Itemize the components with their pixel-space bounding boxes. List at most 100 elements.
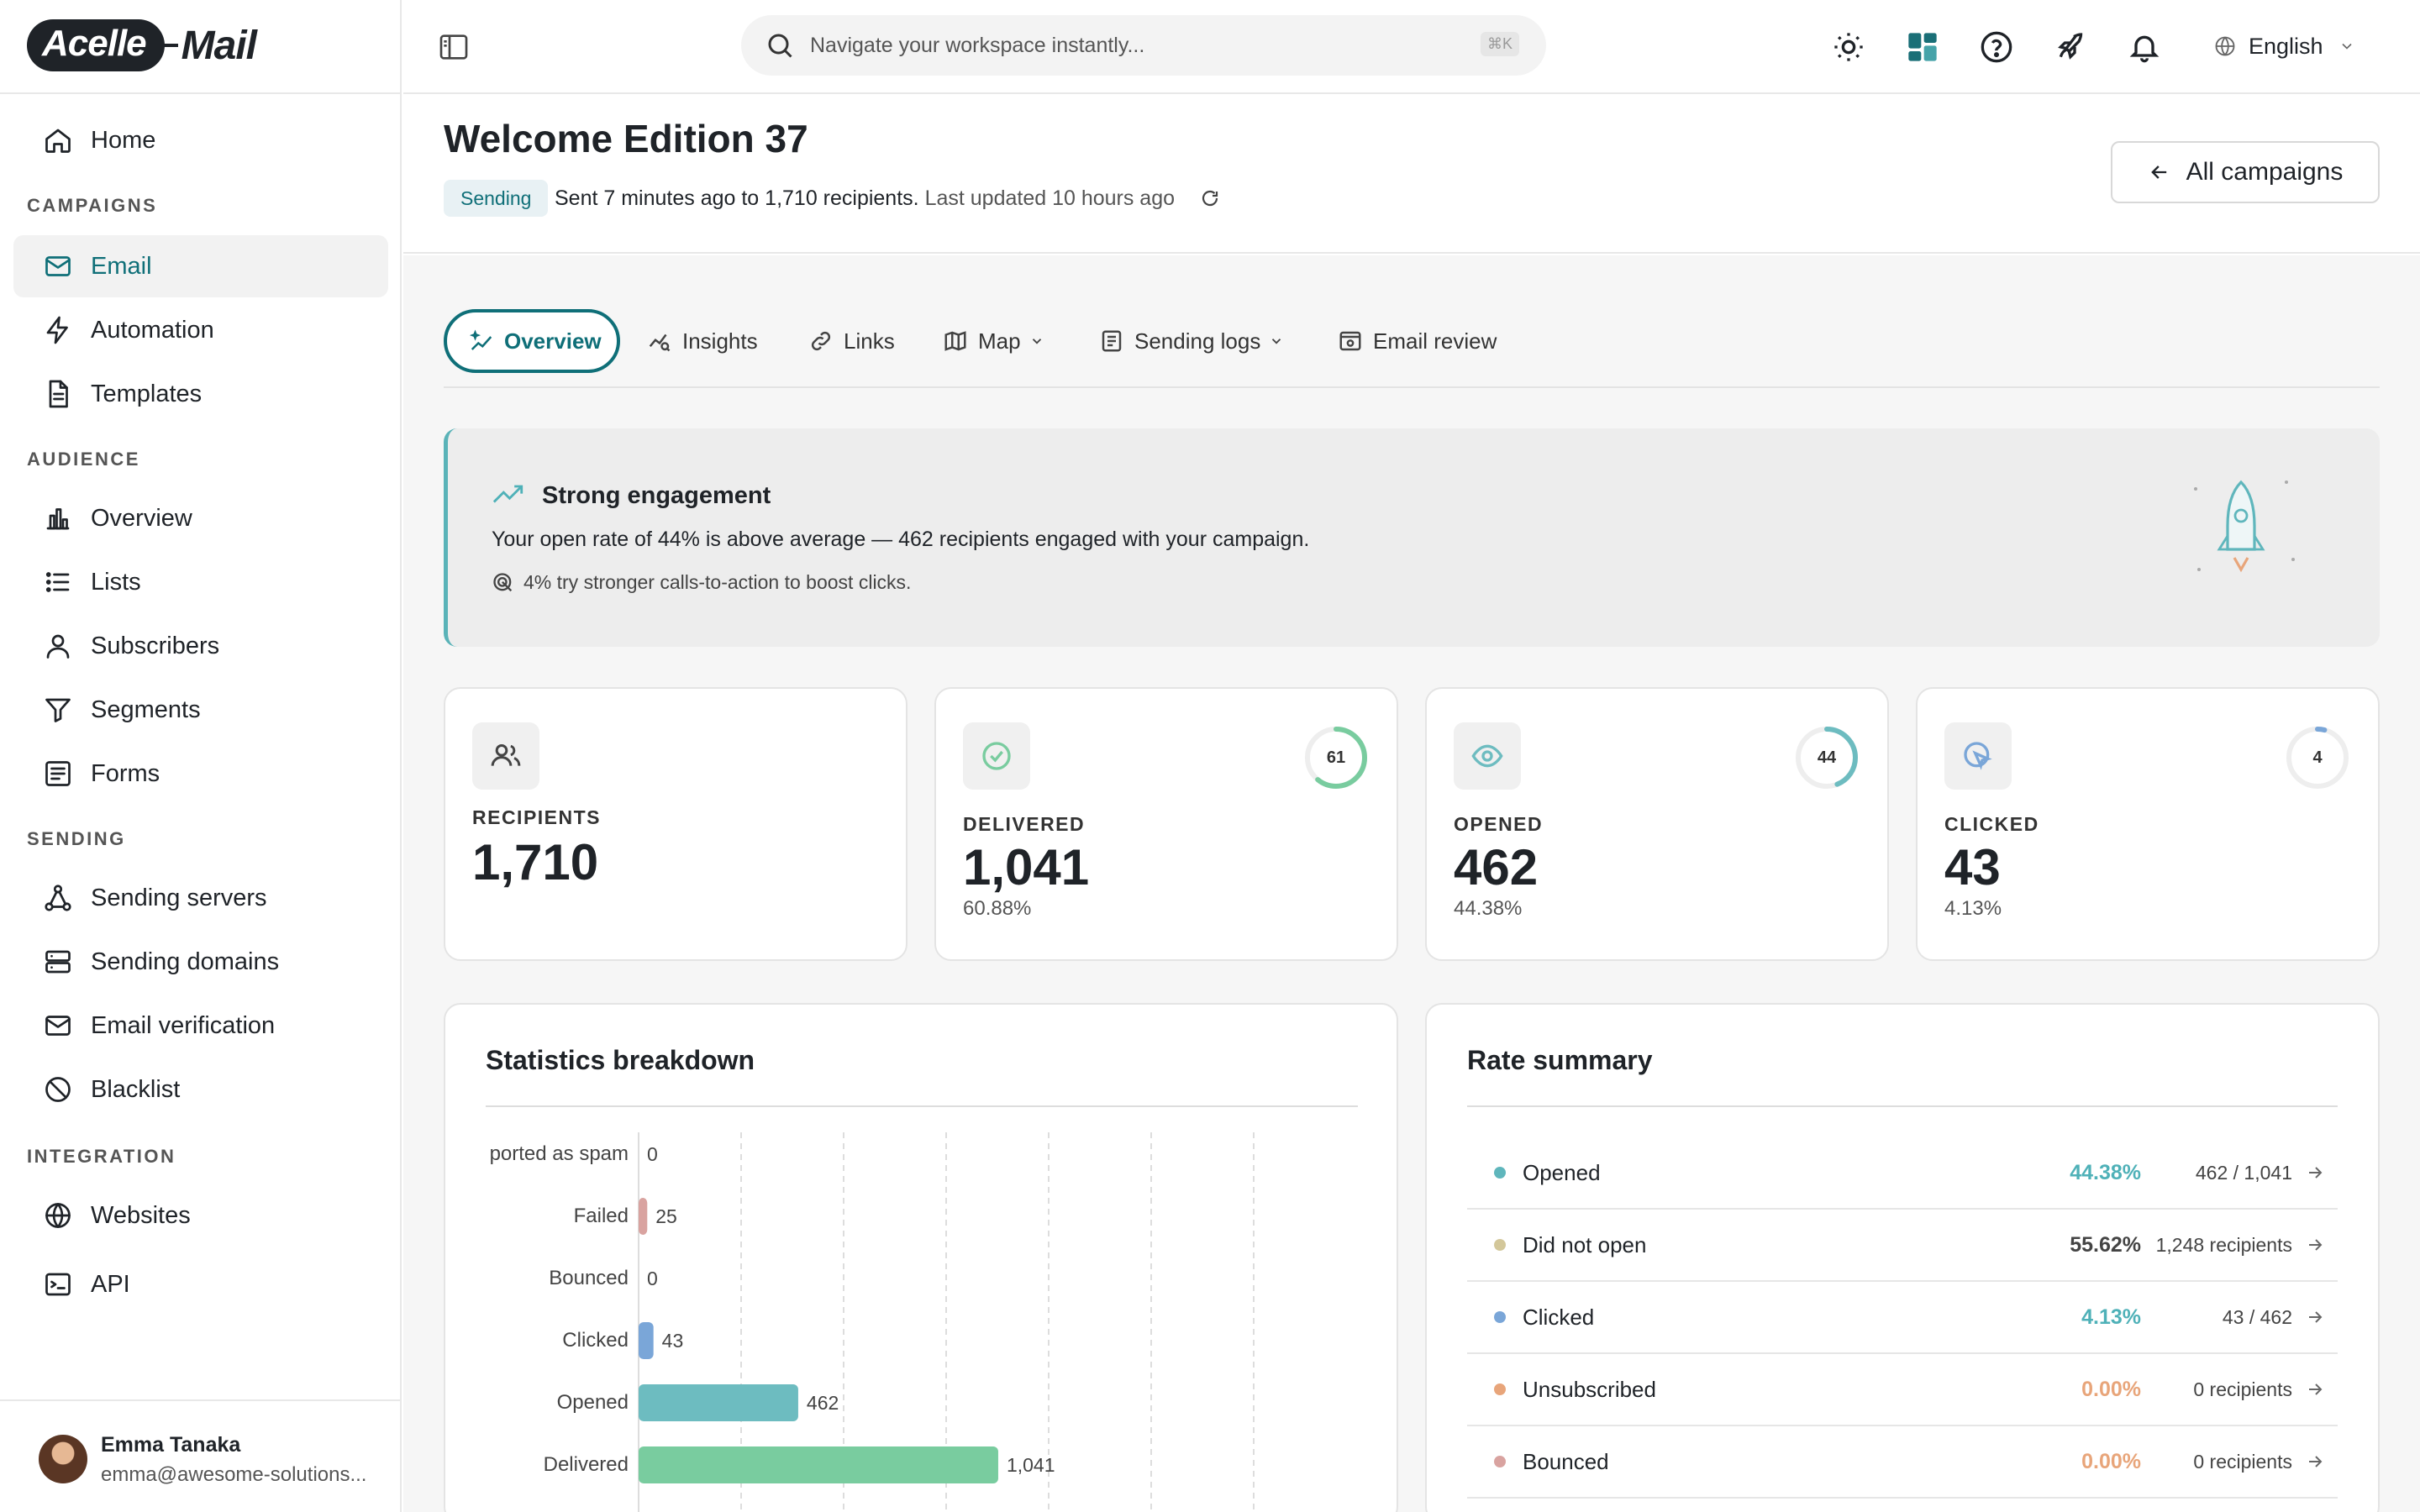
bar-opened[interactable] (639, 1384, 798, 1421)
arrow-right-icon[interactable] (2292, 1235, 2338, 1255)
stat-card-opened: 44 OPENED 462 44.38% (1425, 687, 1889, 961)
sidebar-item-api[interactable]: API (13, 1253, 388, 1315)
notifications-bell-icon[interactable] (2126, 29, 2163, 66)
arrow-right-icon[interactable] (2292, 1307, 2338, 1327)
campaign-sent-info: Sent 7 minutes ago to 1,710 recipients. … (555, 186, 1175, 211)
user-email: emma@awesome-solutions... (101, 1463, 367, 1486)
search-input[interactable] (810, 29, 1449, 62)
tab-overview-label: Overview (504, 328, 602, 354)
rate-row-opened[interactable]: Opened 44.38% 462 / 1,041 (1467, 1137, 2338, 1210)
app-switcher-icon[interactable] (1904, 29, 1941, 66)
logo-dash (159, 44, 178, 47)
stat-label: RECIPIENTS (472, 806, 602, 828)
engagement-title: Strong engagement (542, 482, 771, 509)
stat-value: 1,710 (472, 834, 599, 890)
rocket-icon[interactable] (2052, 29, 2089, 66)
tab-insights[interactable]: Insights (647, 309, 758, 373)
cursor-click-icon (1944, 722, 2012, 790)
cursor-click-icon (492, 571, 515, 595)
sidebar-item-home[interactable]: Home (13, 109, 388, 171)
user-profile[interactable]: Emma Tanaka emma@awesome-solutions... (0, 1399, 402, 1512)
sidebar-item-subscribers[interactable]: Subscribers (13, 615, 388, 677)
bar-clicked[interactable] (639, 1322, 654, 1359)
rate-label: Unsubscribed (1523, 1376, 1656, 1402)
mail-check-icon (42, 1010, 74, 1042)
rate-row-did-not-open[interactable]: Did not open 55.62% 1,248 recipients (1467, 1210, 2338, 1282)
rate-fraction: 1,248 recipients (2155, 1233, 2292, 1256)
arrow-right-icon[interactable] (2292, 1163, 2338, 1183)
sidebar-toggle-icon[interactable] (437, 30, 471, 64)
panel-divider (486, 1105, 1358, 1107)
sidebar-item-email[interactable]: Email (13, 235, 388, 297)
engagement-banner: Strong engagement Your open rate of 44% … (444, 428, 2380, 647)
stat-percentage: 60.88% (963, 897, 1032, 920)
sidebar-item-label: Sending domains (91, 948, 280, 975)
rate-row-clicked[interactable]: Clicked 4.13% 43 / 462 (1467, 1282, 2338, 1354)
sidebar-item-overview[interactable]: Overview (13, 487, 388, 549)
sidebar-item-segments[interactable]: Segments (13, 679, 388, 741)
sidebar-item-templates[interactable]: Templates (13, 363, 388, 425)
rate-fraction: 0 recipients (2193, 1378, 2292, 1400)
page-header (403, 94, 2420, 254)
sidebar-item-label: Segments (91, 696, 201, 723)
logo-badge: Acelle (27, 19, 165, 71)
language-label: English (2249, 33, 2323, 59)
arrow-right-icon[interactable] (2292, 1452, 2338, 1472)
form-icon (42, 758, 74, 790)
rate-percentage: 44.38% (2070, 1160, 2141, 1184)
sidebar-item-automation[interactable]: Automation (13, 299, 388, 361)
sidebar-item-label: Blacklist (91, 1075, 181, 1103)
rate-row-bounced[interactable]: Bounced 0.00% 0 recipients (1467, 1426, 2338, 1499)
language-selector[interactable]: English (2213, 25, 2355, 67)
breakdown-chart-svg (638, 1132, 1255, 1512)
app-logo[interactable]: Acelle Mail (27, 18, 257, 72)
rate-row-unsubscribed[interactable]: Unsubscribed 0.00% 0 recipients (1467, 1354, 2338, 1426)
tab-sending-logs[interactable]: Sending logs (1099, 309, 1284, 373)
nav-section-sending: SENDING (27, 828, 126, 849)
tab-overview[interactable]: Overview (444, 309, 620, 373)
nav-section-campaigns: CAMPAIGNS (27, 195, 158, 216)
sidebar-item-lists[interactable]: Lists (13, 551, 388, 613)
user-icon (42, 630, 74, 662)
sidebar-item-sending-servers[interactable]: Sending servers (13, 867, 388, 929)
avatar[interactable] (39, 1435, 87, 1483)
tab-email-review[interactable]: Email review (1338, 309, 1497, 373)
engagement-tip: 4% try stronger calls-to-action to boost… (523, 571, 912, 593)
tab-map[interactable]: Map (943, 309, 1044, 373)
search-box[interactable]: ⌘K (741, 15, 1546, 76)
rate-label: Did not open (1523, 1231, 1647, 1257)
bolt-icon (42, 314, 74, 346)
logo-wordmark: Mail (181, 23, 257, 68)
stat-percentage: 44.38% (1454, 897, 1523, 920)
home-icon (42, 124, 74, 156)
sidebar-item-sending-domains[interactable]: Sending domains (13, 931, 388, 993)
bar-value-label: 0 (647, 1268, 658, 1289)
check-circle-icon (963, 722, 1030, 790)
legend-dot (1494, 1167, 1506, 1179)
rate-fraction: 462 / 1,041 (2195, 1161, 2292, 1184)
rate-percentage: 55.62% (2070, 1232, 2141, 1257)
panel-title: Rate summary (1467, 1045, 1653, 1075)
legend-dot (1494, 1383, 1506, 1395)
tab-links[interactable]: Links (808, 309, 895, 373)
sidebar-item-websites[interactable]: Websites (13, 1184, 388, 1247)
sidebar-item-forms[interactable]: Forms (13, 743, 388, 805)
rate-fraction: 43 / 462 (2222, 1305, 2292, 1328)
filter-icon (42, 694, 74, 726)
bar-delivered[interactable] (639, 1446, 998, 1483)
sidebar-item-label: Lists (91, 568, 141, 596)
arrow-right-icon[interactable] (2292, 1379, 2338, 1399)
rate-summary-panel: Rate summary Opened 44.38% 462 / 1,041 Did … (1425, 1003, 2380, 1512)
sidebar-item-email-verification[interactable]: Email verification (13, 995, 388, 1057)
legend-dot (1494, 1311, 1506, 1323)
statistics-breakdown-panel: Statistics breakdown ported as spam 0 Fail… (444, 1003, 1398, 1512)
refresh-icon[interactable] (1200, 188, 1220, 208)
bar-failed[interactable] (639, 1198, 648, 1235)
theme-sun-icon[interactable] (1830, 29, 1867, 66)
campaign-tabs: Overview Insights Links Map Sending logs… (444, 309, 2380, 388)
sidebar-item-blacklist[interactable]: Blacklist (13, 1058, 388, 1121)
sidebar-item-label: Home (91, 126, 156, 154)
all-campaigns-button[interactable]: All campaigns (2111, 141, 2380, 203)
help-icon[interactable] (1978, 29, 2015, 66)
bar-category-label: Bounced (549, 1267, 629, 1289)
